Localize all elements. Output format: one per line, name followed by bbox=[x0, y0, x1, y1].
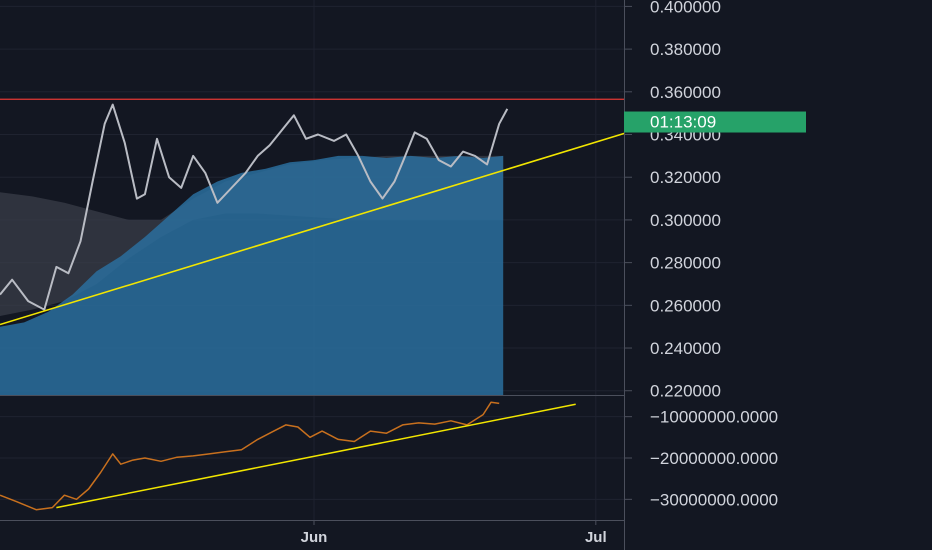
indicator-axis-label: −30000000.0000 bbox=[650, 490, 778, 509]
time-axis-label: Jul bbox=[585, 529, 607, 546]
price-axis-label: 0.240000 bbox=[650, 339, 721, 358]
price-axis-label: 0.360000 bbox=[650, 83, 721, 102]
price-line[interactable] bbox=[0, 103, 509, 311]
area-fill bbox=[0, 155, 504, 395]
price-axis-label: 0.380000 bbox=[650, 40, 721, 59]
time-axis-label: Jun bbox=[301, 529, 328, 546]
price-axis-label: 0.280000 bbox=[650, 254, 721, 273]
price-axis-label: 0.300000 bbox=[650, 211, 721, 230]
indicator-pane[interactable] bbox=[0, 401, 576, 511]
price-trendline[interactable] bbox=[0, 100, 729, 326]
price-axis-label: 0.400000 bbox=[650, 0, 721, 16]
countdown-label: 01:13:09 bbox=[650, 113, 716, 132]
countdown-badge: 01:13:09 bbox=[624, 111, 806, 133]
indicator-line[interactable] bbox=[0, 401, 500, 511]
price-axis-label: 0.220000 bbox=[650, 382, 721, 401]
price-axis-panel bbox=[624, 0, 932, 550]
indicator-axis-label: −10000000.0000 bbox=[650, 408, 778, 427]
price-axis-label: 0.260000 bbox=[650, 296, 721, 315]
indicator-axis-label: −20000000.0000 bbox=[650, 449, 778, 468]
countdown-background bbox=[624, 111, 806, 133]
indicator-trendline[interactable] bbox=[56, 403, 576, 509]
price-pane[interactable] bbox=[0, 98, 729, 395]
price-axis-label: 0.320000 bbox=[650, 168, 721, 187]
